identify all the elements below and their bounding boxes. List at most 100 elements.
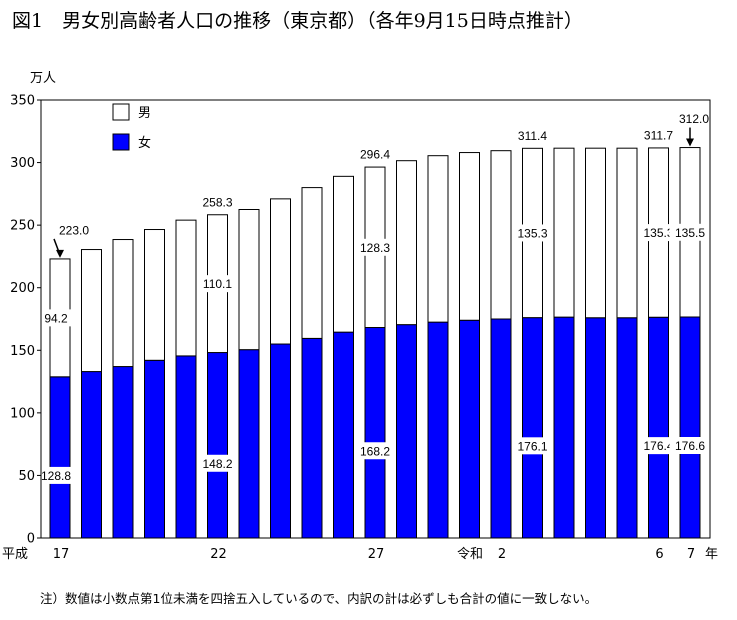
legend: 男女 — [112, 103, 151, 151]
bar-male — [490, 150, 512, 320]
bar-male — [112, 239, 134, 368]
bar-female — [648, 316, 669, 539]
x-tick-label: 27 — [368, 547, 385, 562]
y-unit-label: 万人 — [30, 71, 56, 86]
female-value-label: 176.4 — [643, 439, 673, 453]
bar-female — [238, 349, 260, 539]
bar-male — [459, 152, 480, 321]
footnote: 注）数値は小数点第1位未満を四捨五入しているので、内訳の計は必ずしも合計の値に一… — [40, 591, 598, 606]
bar-male — [616, 147, 638, 319]
male-value-label: 94.2 — [44, 311, 68, 325]
bar-female — [81, 371, 102, 539]
total-label: 258.3 — [202, 195, 232, 209]
male-value-label-bg — [638, 224, 679, 242]
female-value-label-bg — [669, 436, 711, 454]
total-label-bg — [53, 221, 95, 239]
female-value-label: 176.6 — [675, 439, 705, 453]
bar-female — [459, 319, 480, 539]
bar-male — [333, 175, 354, 333]
total-label: 311.4 — [518, 129, 547, 143]
female-value-label: 148.2 — [202, 457, 232, 471]
bar-female — [270, 343, 291, 539]
bar-female — [396, 324, 417, 539]
bar-female — [490, 318, 512, 539]
y-tick-label: 250 — [10, 219, 35, 234]
y-tick-label: 0 — [27, 532, 35, 547]
female-value-label-bg — [512, 437, 553, 455]
female-value-label: 176.1 — [517, 439, 547, 453]
male-value-label-bg — [197, 275, 238, 293]
male-value-label: 135.5 — [675, 226, 705, 240]
total-label-bg — [512, 126, 553, 144]
male-value-label-bg — [39, 309, 73, 327]
total-label: 223.0 — [59, 223, 89, 237]
male-value-label-bg — [354, 238, 396, 256]
bar-male — [553, 147, 575, 318]
legend-label: 男 — [138, 106, 151, 121]
female-value-label: 168.2 — [360, 444, 390, 458]
y-tick-label: 200 — [10, 281, 35, 296]
bar-female — [112, 366, 134, 539]
total-label: 311.7 — [644, 128, 673, 142]
bar-female — [207, 352, 228, 539]
bar-female — [301, 337, 323, 539]
bar-female — [522, 317, 543, 539]
bar-male — [81, 249, 102, 373]
bar-male — [144, 229, 165, 361]
bar-female — [144, 359, 165, 539]
x-tick-label: 6 — [655, 547, 663, 562]
bar-group — [49, 147, 701, 539]
y-tick-label: 150 — [10, 344, 35, 359]
y-tick-label: 350 — [10, 94, 35, 109]
bar-female — [585, 317, 606, 539]
bar-male — [238, 209, 260, 351]
total-label-bg — [673, 110, 715, 128]
bar-male — [175, 219, 197, 357]
era-label: 平成 — [2, 547, 28, 562]
female-value-label-bg — [354, 442, 396, 460]
era-label: 令和 — [457, 547, 483, 562]
bar-female — [364, 327, 386, 539]
data-label-group: 223.0 258.3 296.4 311.4 311.7 312.0 94.2 110.1 1… — [35, 110, 715, 484]
y-tick-label: 100 — [10, 406, 35, 421]
bar-female — [679, 316, 701, 539]
total-label: 312.0 — [679, 112, 709, 126]
female-value-label-bg — [638, 437, 679, 455]
male-value-label: 135.3 — [643, 226, 673, 240]
y-tick-label: 300 — [10, 156, 35, 171]
male-value-label: 135.3 — [517, 226, 547, 240]
bar-male — [301, 187, 323, 339]
bar-female — [175, 355, 197, 539]
total-label: 296.4 — [360, 148, 390, 162]
x-tick-label: 2 — [498, 547, 506, 562]
x-tick-label: 22 — [210, 547, 227, 562]
female-value-label: 128.8 — [41, 469, 71, 483]
y-tick-label: 50 — [18, 469, 35, 484]
bar-male — [585, 147, 606, 319]
x-tick-label: 17 — [53, 547, 70, 562]
bar-male — [270, 198, 291, 345]
male-value-label: 128.3 — [360, 241, 390, 255]
total-label-bg — [197, 193, 238, 211]
x-tick-label: 7 — [687, 547, 695, 562]
bar-male — [396, 160, 417, 326]
legend-swatch — [112, 133, 130, 151]
female-value-label-bg — [35, 466, 77, 484]
total-arrow-head — [686, 138, 694, 147]
x-unit-label: 年 — [705, 547, 718, 562]
bar-female — [49, 376, 71, 539]
bar-female — [333, 331, 354, 539]
male-value-label: 110.1 — [203, 277, 232, 291]
bar-female — [616, 317, 638, 539]
legend-label: 女 — [138, 135, 151, 151]
legend-swatch — [112, 103, 130, 121]
bar-female — [553, 316, 575, 539]
female-value-label-bg — [197, 454, 238, 472]
total-label-bg — [354, 145, 396, 163]
total-arrow-head — [56, 249, 64, 258]
male-value-label-bg — [669, 223, 711, 241]
total-label-bg — [638, 126, 679, 144]
axis-group: 0 50 100 150 200 250 300 350 万人 17 22 27 2 6 7 平成 令和 年 — [2, 71, 718, 562]
bar-female — [427, 321, 449, 539]
